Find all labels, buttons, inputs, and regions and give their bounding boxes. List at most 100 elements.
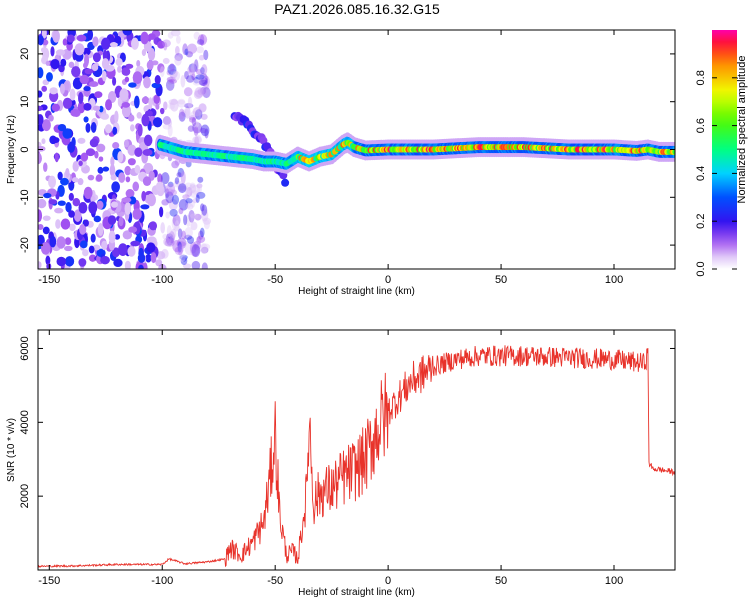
- noise-blob: [172, 70, 181, 81]
- noise-blob: [204, 128, 209, 139]
- noise-blob: [190, 110, 200, 120]
- noise-blob: [41, 30, 47, 39]
- noise-blob: [201, 243, 211, 250]
- noise-blob: [167, 124, 173, 137]
- noise-blob: [178, 199, 189, 211]
- noise-blob: [143, 76, 151, 89]
- noise-blob: [184, 182, 193, 191]
- noise-blob: [128, 114, 135, 122]
- noise-blob: [177, 180, 186, 191]
- noise-blob: [83, 102, 92, 111]
- noise-blob: [190, 190, 200, 198]
- noise-blob: [49, 235, 57, 248]
- noise-blob: [176, 241, 186, 247]
- noise-blob: [42, 226, 50, 235]
- noise-blob: [57, 200, 66, 206]
- noise-blob: [88, 254, 97, 262]
- noise-blob: [192, 122, 203, 134]
- noise-blob: [185, 198, 193, 204]
- noise-blob: [122, 30, 133, 36]
- noise-blob: [77, 137, 86, 144]
- colorbar-tick-label: 0.2: [695, 214, 707, 229]
- noise-blob: [46, 262, 52, 269]
- noise-blob: [50, 46, 55, 57]
- noise-blob: [200, 87, 207, 95]
- noise-blob: [163, 237, 171, 247]
- noise-blob: [200, 208, 209, 222]
- noise-blob: [60, 58, 67, 67]
- noise-blob: [140, 204, 150, 210]
- colorbar-label: Normalized spectral amplitude: [736, 56, 748, 204]
- branch-blob: [259, 136, 268, 145]
- noise-blob: [190, 244, 200, 257]
- noise-blob: [196, 191, 206, 199]
- noise-blob: [57, 171, 63, 181]
- noise-blob: [165, 183, 176, 195]
- noise-blob: [170, 30, 181, 37]
- noise-blob: [191, 184, 201, 195]
- noise-blob: [195, 247, 201, 254]
- noise-blob: [136, 111, 142, 119]
- noise-blob: [145, 253, 152, 263]
- noise-blob: [169, 208, 178, 217]
- noise-blob: [82, 249, 89, 257]
- bottom-y-tick-label: 2000: [19, 484, 31, 508]
- noise-blob: [196, 235, 206, 243]
- noise-blob: [57, 123, 67, 132]
- top-x-tick-label: -50: [267, 274, 283, 286]
- noise-blob: [124, 202, 132, 215]
- bottom-x-tick-label: -100: [151, 575, 173, 587]
- noise-blob: [176, 172, 182, 178]
- noise-blob: [165, 191, 174, 204]
- noise-blob: [40, 47, 47, 53]
- noise-blob: [148, 97, 153, 110]
- noise-blob: [141, 96, 150, 104]
- noise-blob: [101, 58, 110, 70]
- noise-blob: [191, 117, 197, 127]
- noise-blob: [187, 43, 198, 54]
- colorbar-tick-label: 0.4: [695, 166, 707, 181]
- noise-blob: [197, 176, 204, 183]
- noise-blob: [41, 138, 46, 145]
- noise-blob: [59, 83, 65, 95]
- noise-blob: [102, 70, 107, 82]
- noise-blob: [188, 115, 197, 121]
- noise-blob: [197, 87, 208, 96]
- noise-blob: [121, 67, 131, 76]
- bottom-x-axis-label: Height of straight line (km): [298, 587, 415, 598]
- noise-blob: [194, 134, 202, 144]
- noise-blob: [88, 201, 98, 214]
- noise-blob: [55, 49, 66, 56]
- noise-blob: [112, 76, 117, 86]
- noise-blob: [186, 236, 195, 244]
- noise-blob: [190, 200, 195, 208]
- noise-blob: [188, 116, 196, 123]
- noise-blob: [62, 128, 73, 139]
- noise-blob: [162, 116, 171, 126]
- noise-blob: [162, 233, 168, 240]
- noise-blob: [168, 231, 175, 244]
- colorbar: 0.0 0.2 0.4 0.6 0.8 Normalized spectral ampli…: [695, 30, 748, 277]
- noise-blob: [190, 213, 199, 219]
- noise-blob: [112, 126, 118, 135]
- noise-blob: [78, 202, 88, 214]
- noise-blob: [109, 42, 118, 48]
- noise-blob: [168, 99, 178, 105]
- noise-blob: [131, 37, 139, 50]
- snr-panel: -150 -100 -50 0 50 100 2000 4000 6000 Height of s…: [6, 329, 676, 598]
- noise-blob: [196, 69, 203, 75]
- noise-blob: [108, 230, 116, 244]
- noise-blob: [147, 33, 156, 40]
- noise-blob: [38, 35, 44, 46]
- noise-blob: [156, 251, 166, 260]
- top-x-tick-label: 100: [605, 274, 623, 286]
- noise-blob: [88, 81, 99, 88]
- noise-blob: [181, 110, 187, 117]
- noise-blob: [195, 74, 205, 80]
- noise-blob: [166, 225, 172, 237]
- noise-blob: [199, 54, 205, 61]
- bottom-plot-frame: [37, 329, 676, 571]
- top-x-tick-label: -100: [151, 274, 173, 286]
- noise-blob: [117, 65, 122, 73]
